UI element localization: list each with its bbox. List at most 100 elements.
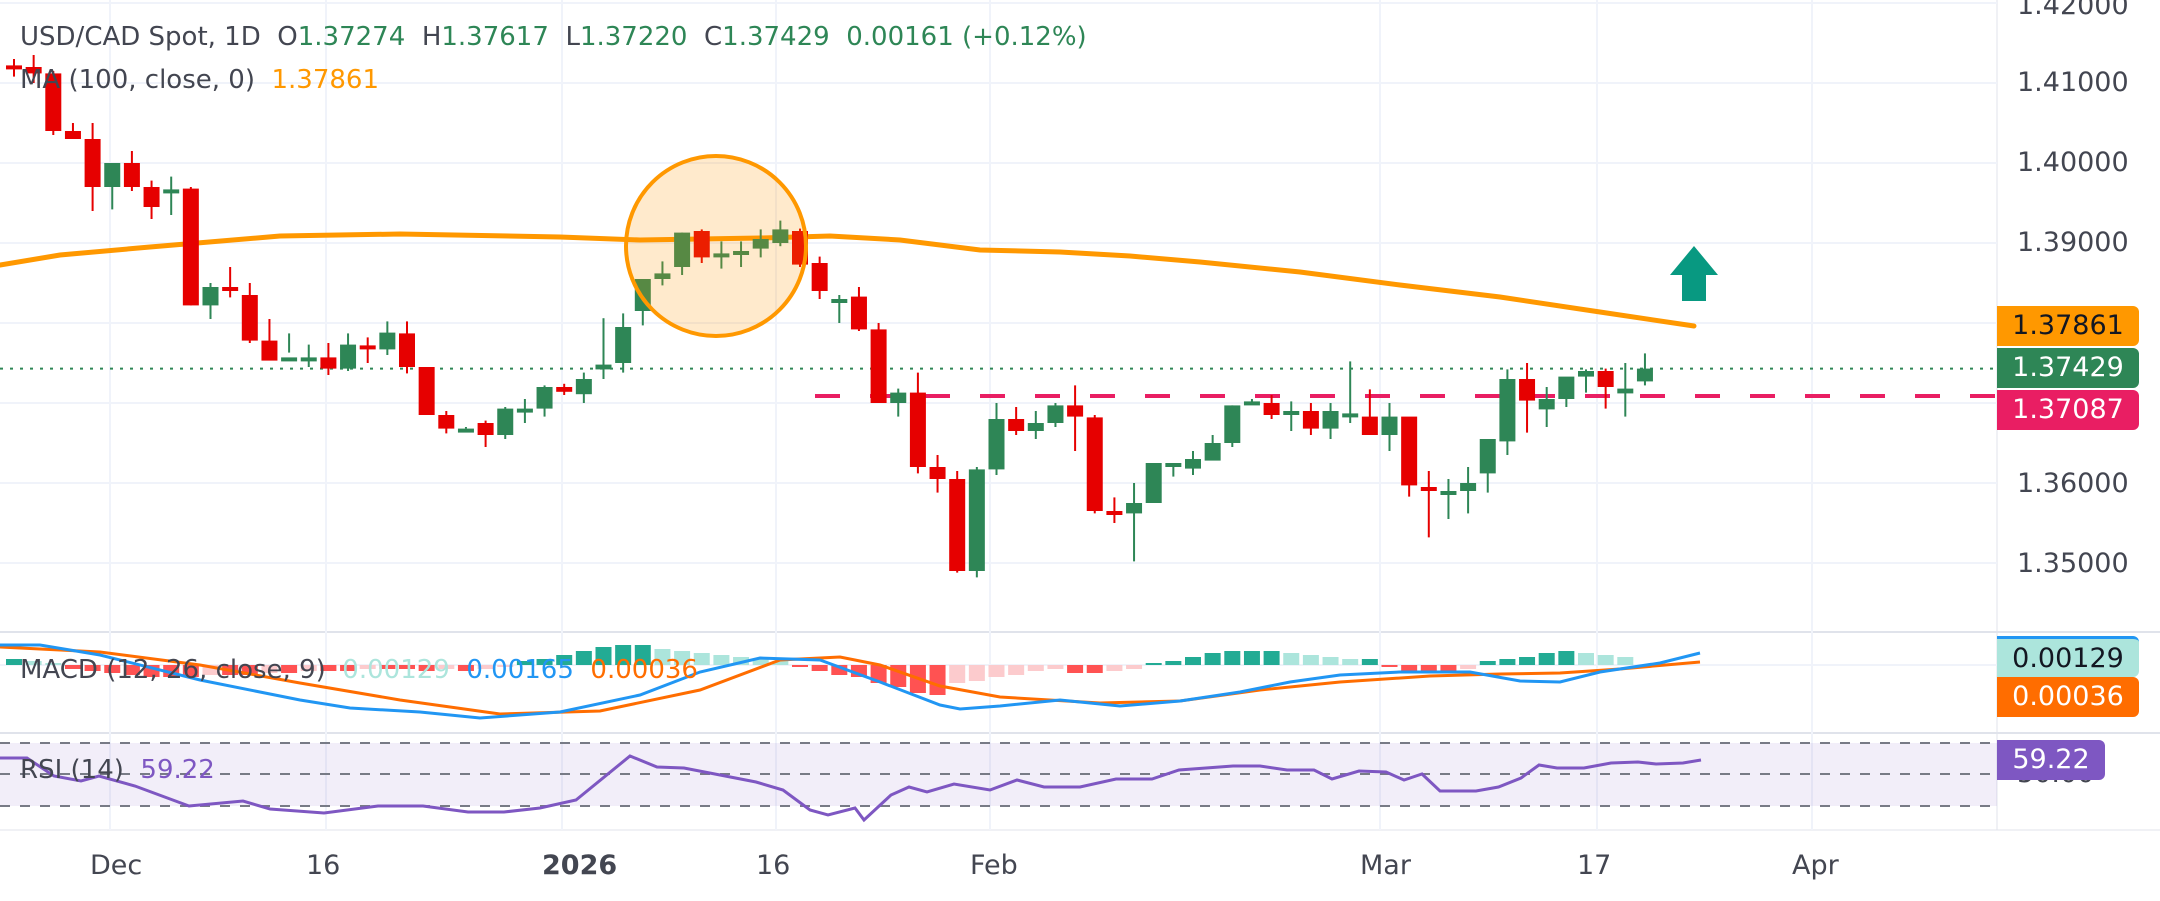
macd-histogram-bar (536, 659, 553, 665)
candle-body (949, 479, 966, 571)
candle-body (595, 364, 612, 370)
macd-histogram-bar (1224, 651, 1241, 665)
candle-body (713, 253, 730, 258)
candle-body (870, 329, 887, 403)
price-tick: 1.39000 (2017, 227, 2129, 258)
candle-body (163, 189, 180, 194)
symbol-legend: USD/CAD Spot, 1D O1.37274 H1.37617 L1.37… (20, 22, 1087, 52)
ma-100-line (0, 231, 1697, 329)
price-tick: 1.35000 (2017, 548, 2129, 579)
high-value: 1.37617 (441, 22, 549, 52)
macd-histogram-bar (752, 659, 769, 665)
macd-histogram-bar (929, 665, 946, 695)
candle-body (556, 387, 573, 392)
macd-histogram-bar (1067, 665, 1084, 673)
candle-body (202, 287, 219, 306)
time-axis-label: 16 (756, 850, 791, 881)
time-axis-label: 16 (306, 850, 341, 881)
macd-histogram-bar (1047, 665, 1064, 669)
macd-histogram-bar (1617, 657, 1634, 665)
candle-body (1538, 399, 1555, 410)
candle-body (1067, 405, 1084, 417)
candle-body (1165, 463, 1182, 467)
symbol-title: USD/CAD Spot, 1D (20, 22, 261, 52)
ma-legend-label: MA (100, close, 0) (20, 65, 255, 95)
macd-hist-value: 0.00129 (342, 655, 450, 685)
candle-body (25, 67, 42, 74)
macd-histogram-bar (674, 651, 691, 665)
macd-histogram-bar (1106, 665, 1123, 671)
macd-histogram-bar (693, 653, 710, 665)
candle-body (104, 163, 121, 187)
time-axis-label: Apr (1792, 850, 1839, 881)
macd-histogram-bar (418, 665, 435, 671)
candle-body (1283, 411, 1300, 415)
price-tick: 1.42000 (2017, 0, 2129, 21)
candle-body (182, 188, 199, 306)
candle-body (1578, 371, 1594, 377)
macd-histogram-bar (1361, 659, 1378, 665)
high-label: H (421, 22, 442, 52)
macd-legend-label: MACD (12, 26, close, 9) (20, 655, 326, 685)
candle-body (1420, 487, 1437, 491)
macd-histogram-bar (241, 665, 258, 675)
candle-body (1401, 416, 1418, 486)
macd-histogram-bar (1263, 651, 1280, 665)
macd-histogram-bar (516, 661, 533, 665)
macd-histogram-bar (1086, 665, 1103, 673)
candle-body (1106, 511, 1123, 515)
macd-histogram-bar (457, 665, 474, 671)
macd-histogram-bar (634, 645, 651, 665)
candle-body (1204, 443, 1221, 461)
macd-histogram-bar (1401, 665, 1418, 671)
candle-body (1440, 491, 1457, 495)
rsi-band (0, 743, 1997, 806)
macd-histogram-bar (1243, 651, 1260, 665)
macd-histogram-bar (300, 665, 317, 671)
candle-body (222, 287, 239, 291)
candle-body (811, 263, 828, 291)
time-axis-label: Feb (970, 850, 1018, 881)
macd-histogram-bar (1027, 665, 1044, 671)
macd-histogram-bar (1145, 663, 1162, 665)
candle-body (1126, 503, 1143, 514)
macd-histogram-bar (772, 661, 789, 665)
macd-histogram-bar (595, 647, 612, 665)
candle-body (733, 251, 750, 255)
macd-histogram-bar (1420, 665, 1437, 671)
macd-histogram-bar (399, 665, 415, 669)
macd-histogram-bar (261, 665, 278, 673)
candle-body (143, 187, 160, 207)
rsi-legend-value: 59.22 (140, 755, 215, 785)
candle-body (6, 65, 22, 70)
macd-signal-value: 0.00036 (590, 655, 698, 685)
macd-histogram-bar (1008, 665, 1025, 675)
candle-body (45, 73, 62, 131)
macd-histogram-bar (438, 665, 455, 669)
macd-histogram-bar (654, 649, 671, 665)
candle-body (300, 357, 317, 362)
price-tick: 1.36000 (2017, 468, 2129, 499)
macd-line (0, 643, 1701, 720)
candle-body (1047, 405, 1064, 423)
macd-histogram-bar (104, 665, 121, 673)
candle-body (516, 408, 533, 413)
macd-histogram-bar (1479, 661, 1496, 665)
open-label: O (277, 22, 298, 52)
candle-body (1597, 371, 1614, 387)
macd-histogram-bar (1185, 657, 1201, 665)
macd-histogram-bar (575, 651, 592, 665)
up-arrow-icon (1670, 246, 1718, 301)
macd-histogram-bar (379, 665, 396, 669)
macd-histogram-bar (1302, 655, 1319, 665)
candle-body (1499, 379, 1516, 442)
candle-body (772, 229, 789, 243)
candle-body (64, 131, 81, 139)
candle-body (399, 333, 415, 367)
price-pane (0, 0, 1997, 630)
macd-histogram-bar (25, 661, 42, 665)
ma-price-tag: 1.37861 (1997, 306, 2139, 346)
macd-histogram-bar (64, 665, 81, 669)
